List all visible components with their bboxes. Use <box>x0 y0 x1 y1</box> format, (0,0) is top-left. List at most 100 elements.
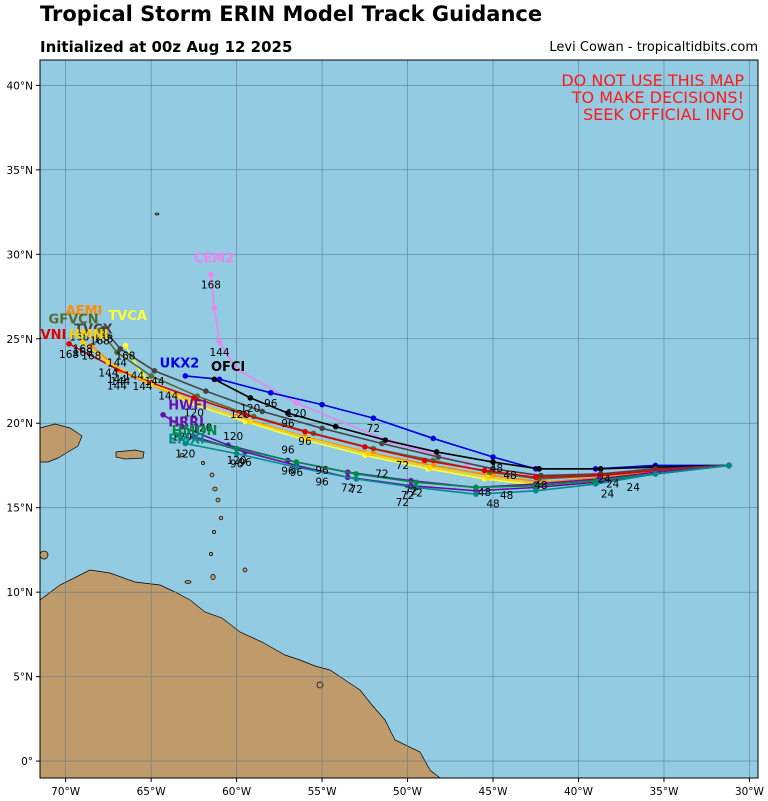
track-point <box>485 474 491 481</box>
hour-label: 168 <box>201 280 221 292</box>
x-tick-label: 30°W <box>735 786 765 798</box>
chart-title: Tropical Storm ERIN Model Track Guidance <box>40 2 543 26</box>
hour-label: 168 <box>59 349 79 361</box>
hour-label: 168 <box>90 335 110 347</box>
hour-label: 72 <box>350 484 363 496</box>
hour-label: 144 <box>98 367 118 379</box>
warning-line: TO MAKE DECISIONS! <box>571 88 744 107</box>
hour-label: 48 <box>500 490 513 502</box>
model-tag-hmon: HMON <box>172 424 218 439</box>
track-point <box>305 435 312 442</box>
y-tick-label: 25°N <box>7 334 33 346</box>
model-tag-hwfi: HWFI <box>168 399 207 414</box>
island <box>40 550 49 560</box>
track-point <box>421 457 428 464</box>
track-point <box>473 484 479 491</box>
x-tick-label: 55°W <box>308 786 338 798</box>
latitude-axis: 0° 5°N 10°N 15°N 20°N 25°N 30°N 35°N 40°N <box>7 80 40 768</box>
hour-label: 72 <box>401 490 414 502</box>
model-tag-cem2: CEM2 <box>194 252 234 267</box>
hour-label: 120 <box>192 423 212 435</box>
track-point <box>173 432 180 438</box>
track-point <box>302 428 308 435</box>
island <box>218 515 224 521</box>
forecast-hour-labels: 1681441207296961201681441681441681441681… <box>59 280 640 511</box>
model-tag-hmni: HMNI <box>69 328 109 343</box>
track-point <box>182 440 189 447</box>
hour-label: 144 <box>124 370 144 382</box>
x-tick-label: 60°W <box>222 786 252 798</box>
track-point <box>353 476 360 482</box>
track-point <box>370 415 377 421</box>
track-point <box>473 491 479 497</box>
track-point <box>182 373 189 379</box>
track-point <box>79 339 86 345</box>
hour-label: 96 <box>315 465 329 477</box>
track-point <box>122 342 129 349</box>
hispaniola-land <box>40 423 83 463</box>
track-point <box>139 373 146 379</box>
track-point <box>285 410 291 416</box>
island <box>179 453 185 457</box>
hour-label: 120 <box>223 431 243 443</box>
hour-label: 96 <box>238 457 252 469</box>
hour-label: 48 <box>478 487 491 499</box>
south-america-land <box>40 569 441 778</box>
track-point <box>233 366 240 372</box>
track-point <box>148 373 154 379</box>
model-tag-ofci: OFCI <box>211 360 245 375</box>
y-tick-label: 40°N <box>7 80 33 92</box>
track-point <box>413 484 419 491</box>
x-tick-label: 50°W <box>393 786 423 798</box>
hour-label: 144 <box>107 380 127 392</box>
track-point <box>247 395 254 401</box>
island <box>201 461 205 465</box>
x-tick-label: 35°W <box>649 786 679 798</box>
track-point <box>532 474 539 481</box>
island <box>212 530 216 534</box>
warning-line: SEEK OFFICIAL INFO <box>583 105 744 124</box>
hour-label: 144 <box>110 376 130 388</box>
x-tick-label: 70°W <box>51 786 81 798</box>
track-point <box>319 425 325 432</box>
hour-label: 24 <box>627 482 641 494</box>
hour-label: 24 <box>601 489 615 501</box>
hour-label: 120 <box>175 448 195 460</box>
island <box>209 552 213 556</box>
hour-label: 96 <box>281 418 295 430</box>
hour-label: 120 <box>184 407 204 419</box>
island <box>215 497 221 503</box>
track-point <box>211 376 218 383</box>
island <box>212 486 218 492</box>
hour-label: 96 <box>281 465 295 477</box>
landmass-layer <box>40 212 441 778</box>
track-point <box>293 464 300 470</box>
hour-label: 72 <box>375 468 388 480</box>
track-line-aemi <box>90 344 729 484</box>
track-point <box>433 449 440 455</box>
track-point <box>114 349 120 356</box>
track-point <box>148 381 154 388</box>
track-point <box>481 467 488 474</box>
hour-label: 72 <box>396 460 409 472</box>
hour-label: 72 <box>341 482 354 494</box>
island <box>316 681 324 689</box>
hour-label: 72 <box>367 423 380 435</box>
track-point <box>293 400 300 406</box>
track-point <box>242 411 248 418</box>
y-tick-label: 10°N <box>7 587 33 599</box>
island <box>210 574 216 580</box>
hour-label: 144 <box>209 347 229 359</box>
y-tick-label: 30°N <box>7 249 33 261</box>
x-tick-label: 40°W <box>564 786 594 798</box>
hour-label: 144 <box>107 357 127 369</box>
island <box>242 567 248 573</box>
track-point <box>194 400 201 406</box>
track-point <box>353 471 360 477</box>
y-tick-label: 15°N <box>7 503 33 515</box>
track-point <box>293 459 300 465</box>
track-point <box>267 390 274 396</box>
track-point <box>332 423 339 430</box>
